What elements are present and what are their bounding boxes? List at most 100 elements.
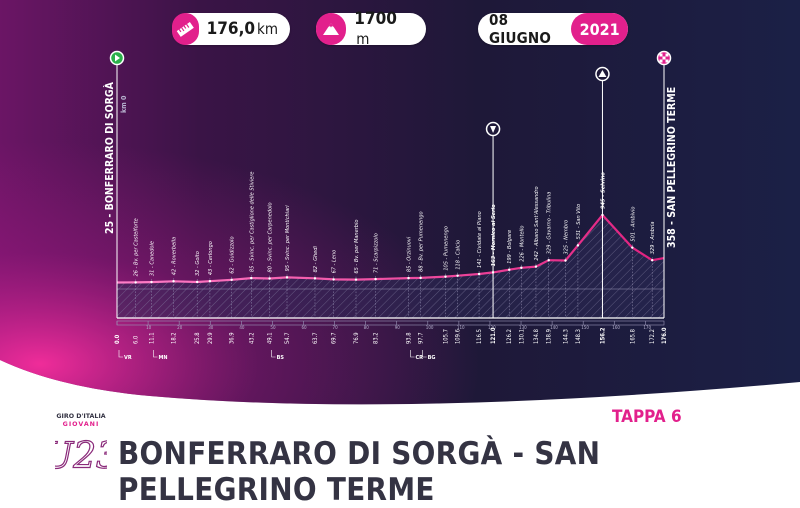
waypoint-dot bbox=[444, 275, 447, 278]
waypoint-dot bbox=[134, 281, 137, 284]
waypoint-dot bbox=[285, 276, 289, 279]
sprint-glyph bbox=[490, 126, 497, 133]
waypoint-label: 88 - Bv. per Pumenengo bbox=[419, 211, 425, 272]
waypoint-dot bbox=[172, 280, 175, 283]
km-label: 36.9 bbox=[230, 332, 236, 344]
waypoint-dot bbox=[195, 280, 199, 284]
km-label: 11.1 bbox=[149, 332, 155, 344]
road-ref-label: BG bbox=[428, 355, 436, 361]
waypoint-dot bbox=[534, 265, 538, 268]
waypoint-label: 71 - Scarpizzolo bbox=[374, 233, 380, 273]
road-ref-arrow bbox=[118, 350, 123, 358]
km-label: 18.2 bbox=[172, 332, 178, 344]
logo-line-1: GIRO D'ITALIA bbox=[56, 413, 105, 420]
date-year: 2021 bbox=[571, 13, 628, 45]
waypoint-dot bbox=[547, 258, 550, 262]
km-label: 6.0 bbox=[134, 336, 140, 344]
waypoint-dot bbox=[576, 244, 580, 247]
waypoint-label: 80 - Svinc. per Carpenedolo bbox=[268, 202, 274, 272]
logo-line-2: GIOVANI bbox=[63, 421, 100, 428]
waypoint-label: 199 - Bolgare bbox=[507, 230, 513, 264]
waypoint-label: 42 - Roverbella bbox=[172, 237, 178, 275]
km-scale-label: 120 bbox=[488, 325, 496, 331]
road-ref-arrow bbox=[271, 350, 276, 358]
finish-label: 358 - SAN PELLEGRINO TERME bbox=[666, 87, 678, 248]
climb-unit: m bbox=[356, 30, 370, 48]
finish-checker-square bbox=[665, 59, 669, 63]
waypoint-label: 945 - Selvino bbox=[600, 172, 606, 209]
start-play-icon bbox=[115, 54, 120, 62]
stage-title: BONFERRARO DI SORGÀ - SAN PELLEGRINO TER… bbox=[118, 436, 601, 508]
road-ref-label: BS bbox=[277, 355, 285, 361]
waypoint-label: 95 - Svinc. per Montichiari bbox=[285, 205, 291, 272]
road-ref-arrow bbox=[410, 350, 415, 358]
start-label: 25 - BONFERRARO DI SORGÀ bbox=[103, 81, 116, 234]
waypoint-label: 226 - Montello bbox=[519, 226, 525, 262]
waypoint-label: 242 - Albano Sant'Alessandro bbox=[534, 186, 540, 260]
distance-unit: km bbox=[257, 20, 278, 38]
waypoint-dot bbox=[313, 277, 317, 280]
km-label: 144.3 bbox=[563, 329, 569, 344]
km-scale-label: 70 bbox=[333, 325, 339, 331]
km-label: 83.2 bbox=[374, 332, 380, 344]
waypoint-dot bbox=[332, 278, 335, 281]
km-label: 176.0 bbox=[662, 327, 668, 344]
km-scale-label: 150 bbox=[581, 325, 589, 331]
km-label: 0.0 bbox=[115, 334, 121, 344]
waypoint-dot bbox=[477, 272, 481, 276]
distance-value: 176,0 bbox=[206, 19, 256, 39]
road-ref-arrow bbox=[153, 350, 158, 358]
waypoint-dot bbox=[564, 259, 567, 262]
climb-value: 1700 bbox=[354, 9, 397, 29]
distance-badge: 176,0 km bbox=[172, 13, 290, 45]
km-label: 172.2 bbox=[650, 329, 656, 344]
finish-checker-square bbox=[659, 53, 663, 57]
km-label: 121.0 bbox=[491, 327, 497, 344]
km-scale-label: 90 bbox=[395, 325, 401, 331]
km-label: 97.7 bbox=[419, 332, 425, 344]
waypoint-dot bbox=[354, 278, 358, 281]
km-label: 69.7 bbox=[332, 332, 338, 344]
waypoint-dot bbox=[230, 278, 233, 281]
mountain-icon bbox=[316, 13, 347, 45]
km-scale-label: 110 bbox=[457, 325, 465, 331]
profile-chart: 10 20 30 40 50 60 70 80 90 100 110 120 130 140 150 160 1… bbox=[0, 0, 800, 405]
km-label: 156.2 bbox=[600, 327, 606, 344]
waypoint-dot bbox=[407, 276, 410, 280]
waypoint-dot bbox=[250, 276, 253, 280]
km-label: 63.7 bbox=[313, 332, 319, 344]
waypoint-dot bbox=[268, 277, 271, 280]
km-scale-label: 80 bbox=[364, 325, 370, 331]
waypoint-dot bbox=[631, 246, 634, 249]
km-scale-label: 160 bbox=[612, 325, 620, 331]
km-label: 54.7 bbox=[285, 332, 291, 344]
start-km0-label: km 0 bbox=[120, 95, 128, 113]
stage-number: TAPPA 6 bbox=[612, 407, 682, 427]
logo-line-3: U23 bbox=[55, 436, 107, 474]
waypoint-label: 118 - Calcio bbox=[456, 240, 462, 270]
km-scale-label: 60 bbox=[301, 325, 307, 331]
waypoint-dot bbox=[419, 276, 422, 280]
profile-hatching bbox=[117, 215, 664, 318]
finish-checker-square bbox=[665, 53, 669, 57]
giro-giovani-u23-logo: GIRO D'ITALIA GIOVANI U23 bbox=[42, 410, 119, 478]
road-ref-label: CR bbox=[416, 355, 424, 361]
waypoint-label: 85 - Svinc. per Castiglione delle Stivie… bbox=[249, 171, 255, 272]
waypoint-label: 531 - San Vito bbox=[576, 204, 582, 240]
waypoint-label: 329 - Gavarno - Tribulina bbox=[547, 192, 553, 255]
profile-line bbox=[116, 213, 665, 284]
km-label: 25.8 bbox=[195, 332, 201, 344]
waypoint-label: 26 - Bv. per Castelforte bbox=[134, 218, 140, 276]
km-scale-label: 20 bbox=[177, 325, 183, 331]
waypoint-label: 65 - Bv. per Manerbio bbox=[354, 220, 360, 274]
road-ref-arrow bbox=[422, 350, 427, 358]
km-label: 93.8 bbox=[407, 332, 413, 344]
km-label: 130.1 bbox=[519, 329, 525, 344]
waypoint-label: 31 - Canedole bbox=[149, 241, 155, 276]
finish-checker-square bbox=[659, 59, 663, 63]
waypoint-dot bbox=[208, 279, 212, 283]
date-day: 08 GIUGNO bbox=[489, 11, 552, 47]
km-label: 49.1 bbox=[268, 332, 274, 344]
waypoint-dot bbox=[150, 280, 153, 284]
